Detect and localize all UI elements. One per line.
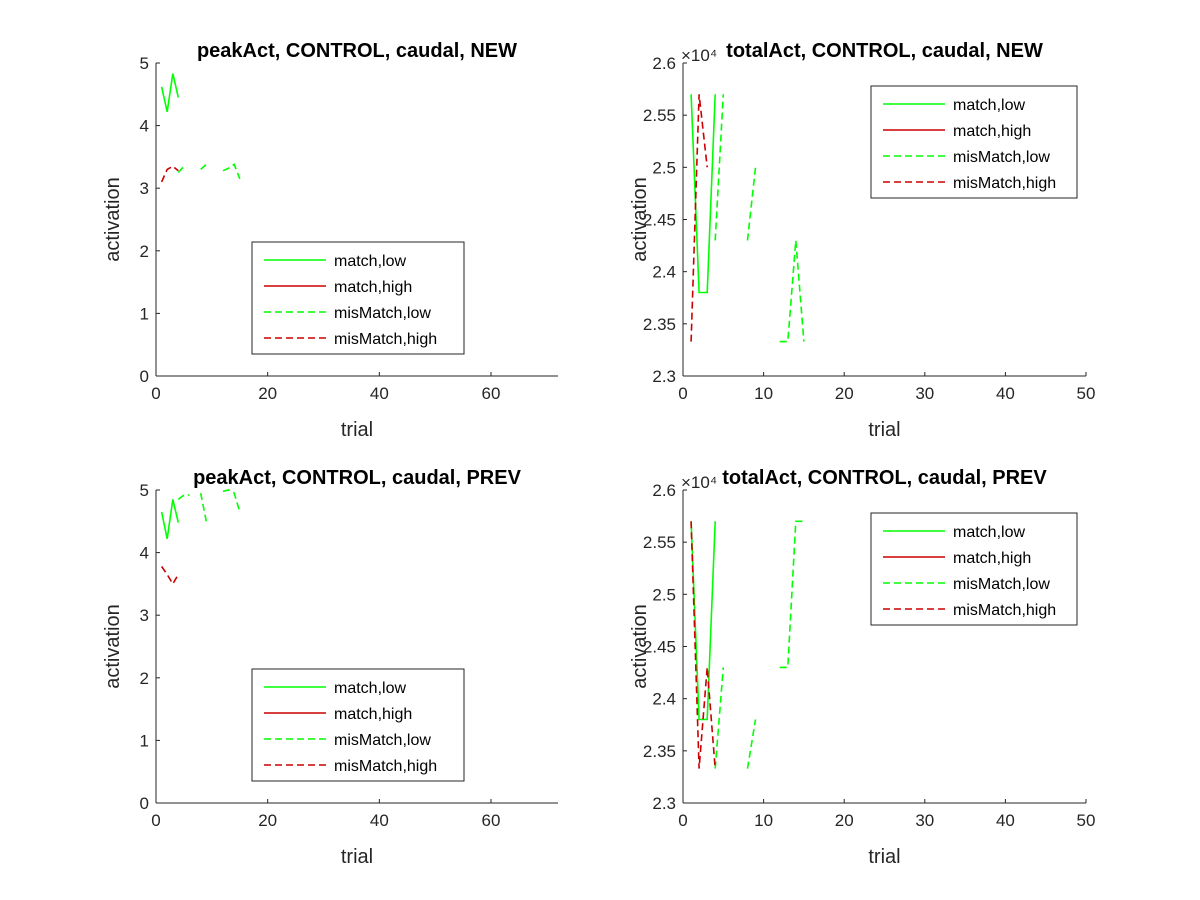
x-tick-label: 40 (996, 811, 1015, 830)
y-tick-label: 2.45 (643, 638, 676, 657)
legend: match,low match,high misMatch,low misMatch,… (251, 668, 465, 782)
chart-panel-2: totalAct, CONTROL, caudal, NEW 0 10 20 30 40 5… (629, 40, 1095, 441)
x-axis-label: trial (868, 846, 900, 868)
series-line-mismatch-low (714, 94, 805, 343)
legend-entry-label: match,low (334, 680, 406, 697)
series-line-mismatch-high (690, 521, 716, 769)
y-tick-label: 2.6 (652, 481, 676, 500)
y-tick-label: 4 (140, 117, 149, 136)
y-axis-label: activation (102, 604, 124, 689)
x-tick-label: 40 (370, 384, 389, 403)
x-tick-label: 20 (835, 384, 854, 403)
legend-entry-label: match,high (953, 550, 1031, 567)
axis-exponent-label: ×10⁴ (681, 46, 717, 65)
series-line-mismatch-high (160, 165, 179, 183)
chart-panel-4: totalAct, CONTROL, caudal, PREV 0 10 20 30 40… (629, 467, 1095, 868)
x-tick-label: 30 (915, 811, 934, 830)
chart-panel-1: peakAct, CONTROL, caudal, NEW 0 20 40 60 0 1 2 3… (102, 40, 558, 441)
y-tick-label: 2.6 (652, 54, 676, 73)
y-tick-label: 2.45 (643, 211, 676, 230)
legend: match,low match,high misMatch,low misMatch,… (870, 512, 1078, 626)
legend-entry-label: misMatch,low (953, 576, 1050, 593)
y-axis-label: activation (629, 177, 651, 262)
x-tick-label: 30 (915, 384, 934, 403)
x-tick-label: 60 (482, 811, 501, 830)
x-tick-label: 0 (151, 384, 160, 403)
y-tick-label: 0 (140, 367, 149, 386)
x-tick-label: 0 (678, 811, 687, 830)
y-tick-label: 0 (140, 794, 149, 813)
legend-entry-label: misMatch,low (334, 305, 431, 322)
axis-exponent-label: ×10⁴ (681, 473, 717, 492)
x-tick-label: 50 (1077, 811, 1096, 830)
y-tick-label: 2.3 (652, 794, 676, 813)
y-axis-label: activation (629, 604, 651, 689)
series-line-mismatch-low (177, 489, 241, 522)
x-tick-label: 60 (482, 384, 501, 403)
y-tick-label: 5 (140, 54, 149, 73)
legend-entry-label: misMatch,high (334, 331, 437, 348)
y-tick-label: 3 (140, 179, 149, 198)
series-line-mismatch-low (177, 163, 241, 180)
chart-title: totalAct, CONTROL, caudal, NEW (726, 40, 1043, 62)
chart-panel-3: peakAct, CONTROL, caudal, PREV 0 20 40 60 0 1 2… (102, 467, 558, 868)
y-tick-label: 3 (140, 606, 149, 625)
y-tick-label: 2.35 (643, 742, 676, 761)
y-tick-label: 4 (140, 544, 149, 563)
legend-entry-label: misMatch,low (334, 732, 431, 749)
series-line-match-low (160, 73, 180, 112)
series-line-match-low (160, 499, 180, 539)
legend-entry-label: misMatch,low (953, 149, 1050, 166)
x-tick-label: 20 (835, 811, 854, 830)
y-tick-label: 5 (140, 481, 149, 500)
x-axis-label: trial (341, 419, 373, 441)
series-line-mismatch-low (714, 520, 804, 769)
y-tick-label: 1 (140, 304, 149, 323)
series-line-mismatch-high (690, 94, 708, 342)
x-tick-label: 20 (258, 384, 277, 403)
x-axis-label: trial (868, 419, 900, 441)
y-tick-label: 2.4 (652, 263, 676, 282)
legend-entry-label: misMatch,high (334, 758, 437, 775)
x-tick-label: 0 (151, 811, 160, 830)
y-tick-label: 2 (140, 242, 149, 261)
y-tick-label: 2.5 (652, 158, 676, 177)
x-tick-label: 40 (370, 811, 389, 830)
legend-entry-label: match,high (334, 279, 412, 296)
y-tick-label: 2.5 (652, 585, 676, 604)
y-tick-label: 2.35 (643, 315, 676, 334)
x-axis-label: trial (341, 846, 373, 868)
series-line-mismatch-high (160, 565, 179, 586)
chart-title: totalAct, CONTROL, caudal, PREV (722, 467, 1047, 489)
legend-entry-label: match,low (334, 253, 406, 270)
y-tick-label: 2.4 (652, 690, 676, 709)
chart-title: peakAct, CONTROL, caudal, PREV (193, 467, 522, 489)
legend-entry-label: match,high (953, 123, 1031, 140)
legend-entry-label: match,low (953, 524, 1025, 541)
chart-title: peakAct, CONTROL, caudal, NEW (197, 40, 517, 62)
x-tick-label: 0 (678, 384, 687, 403)
x-tick-label: 10 (754, 811, 773, 830)
y-tick-label: 1 (140, 731, 149, 750)
x-tick-label: 20 (258, 811, 277, 830)
legend: match,low match,high misMatch,low misMatch,… (251, 241, 465, 355)
y-tick-label: 2.55 (643, 533, 676, 552)
y-axis-label: activation (102, 177, 124, 262)
legend-entry-label: match,low (953, 97, 1025, 114)
x-tick-label: 10 (754, 384, 773, 403)
y-tick-label: 2 (140, 669, 149, 688)
legend-entry-label: misMatch,high (953, 602, 1056, 619)
legend-entry-label: match,high (334, 706, 412, 723)
y-tick-label: 2.3 (652, 367, 676, 386)
x-tick-label: 40 (996, 384, 1015, 403)
legend: match,low match,high misMatch,low misMatch,… (870, 85, 1078, 199)
legend-entry-label: misMatch,high (953, 175, 1056, 192)
y-tick-label: 2.55 (643, 106, 676, 125)
x-tick-label: 50 (1077, 384, 1096, 403)
